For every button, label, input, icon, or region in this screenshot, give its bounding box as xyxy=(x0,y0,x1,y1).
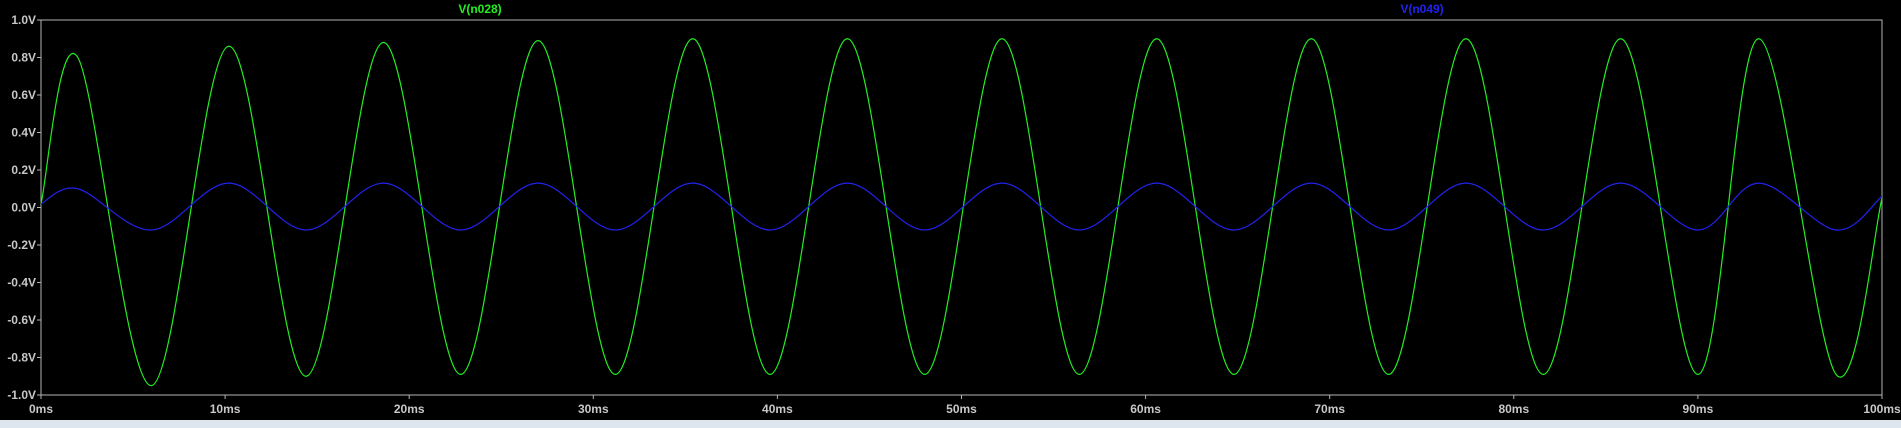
y-tick-label: -0.4V xyxy=(7,276,36,290)
x-tick-label: 0ms xyxy=(29,402,53,416)
y-tick-label: -0.6V xyxy=(7,313,36,327)
x-tick-label: 70ms xyxy=(1314,402,1345,416)
x-tick-label: 50ms xyxy=(946,402,977,416)
x-tick-label: 90ms xyxy=(1683,402,1714,416)
y-tick-label: 0.8V xyxy=(11,51,36,65)
window-bottom-edge xyxy=(0,420,1901,428)
y-tick-label: 0.2V xyxy=(11,163,36,177)
x-tick-label: 60ms xyxy=(1130,402,1161,416)
series-line-v-n049[interactable] xyxy=(40,182,1883,231)
x-tick-label: 20ms xyxy=(394,402,425,416)
axes-layer: 1.0V 0.8V 0.6V 0.4V 0.2V 0.0V -0.2V -0.4V -0.6V -… xyxy=(7,13,1901,416)
x-tick-label: 30ms xyxy=(578,402,609,416)
y-tick-label: 0.0V xyxy=(11,201,36,215)
legend-series-v-n028[interactable]: V(n028) xyxy=(458,2,501,16)
y-tick-label: 0.6V xyxy=(11,88,36,102)
y-tick-label: -0.8V xyxy=(7,351,36,365)
x-tick-label: 10ms xyxy=(210,402,241,416)
series-line-v-n028[interactable] xyxy=(40,38,1883,387)
y-tick-label: -1.0V xyxy=(7,388,36,402)
y-tick-label: 0.4V xyxy=(11,126,36,140)
legend-series-v-n049[interactable]: V(n049) xyxy=(1400,2,1443,16)
x-tick-label: 40ms xyxy=(762,402,793,416)
x-tick-label: 100ms xyxy=(1863,402,1901,416)
y-tick-label: 1.0V xyxy=(11,13,36,27)
legend-layer: V(n028) V(n049) xyxy=(458,2,1443,16)
series-layer xyxy=(40,38,1883,387)
y-tick-label: -0.2V xyxy=(7,238,36,252)
x-tick-label: 80ms xyxy=(1498,402,1529,416)
